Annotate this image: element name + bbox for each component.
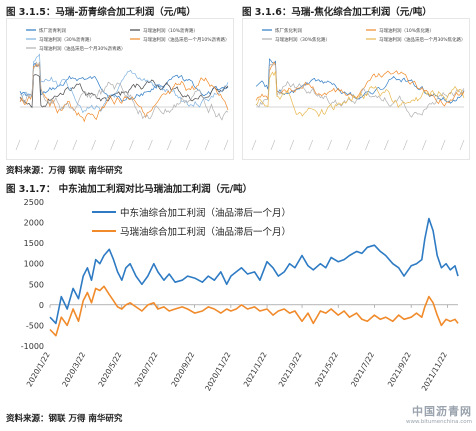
x-tick-mark (421, 139, 427, 151)
chart-3-1-7: -1000 -500 0 500 1000 1500 2000 2500 2020/1/22 20… (21, 198, 459, 392)
series-line-2 (255, 63, 465, 118)
x-tick-label: 2020/9/22 (169, 350, 196, 388)
plot-frame (242, 18, 470, 160)
plot-frame (6, 18, 234, 160)
chart-title-3-1-7: 图 3.1.7： 中东油加工利润对比马瑞油加工利润（元/吨） (6, 184, 253, 195)
x-tick-mark (402, 139, 408, 151)
x-tick-mark (166, 139, 172, 151)
series-line-3 (255, 71, 465, 118)
x-tick-label: 2021/1/22 (242, 350, 269, 388)
y-tick-label: 1500 (24, 239, 44, 248)
legend-label-2: 马瑞油利润（30%焦化路） (275, 36, 330, 43)
x-tick-label: 2021/11/22 (420, 350, 450, 392)
chart-3-1-5: 炼厂沥青利润 马瑞油利润（10%沥青路） 马瑞油利润（30%沥青路） 马瑞油利润（油品… (6, 18, 234, 160)
series-line-0 (19, 62, 229, 102)
x-tick-mark (251, 139, 257, 151)
chart-3-1-6: 炼厂焦化利润 马瑞油利润（10%焦化路） 马瑞油利润（30%焦化路） 马瑞油利润（油品… (242, 18, 470, 160)
y-tick-label: -1000 (21, 342, 44, 351)
y-tick-label: 500 (29, 280, 44, 289)
source-note-bottom: 资料来源：钢联 万得 南华研究 (6, 414, 123, 424)
x-tick-mark (223, 139, 229, 151)
legend-label-3: 马瑞油利润（油品滞后一个月10%沥青路） (143, 36, 230, 43)
x-tick-mark (185, 139, 191, 151)
legend-label-1: 马瑞油综合加工利润（油品滞后一个月） (120, 226, 291, 238)
legend-label-3: 马瑞油利润（油品滞后一个月30%焦化路） (379, 36, 466, 43)
series-line-1 (49, 285, 459, 337)
legend-label-1: 马瑞油利润（10%沥青路） (143, 27, 198, 34)
x-tick-label: 2021/9/22 (386, 350, 413, 388)
watermark-text: 中国沥青网 (412, 405, 472, 418)
x-tick-mark (34, 139, 40, 151)
x-tick-mark (346, 139, 351, 151)
x-tick-mark (308, 139, 314, 151)
x-tick-label: 2021/5/22 (313, 350, 340, 388)
x-tick-mark (440, 139, 446, 151)
x-tick-mark (459, 139, 465, 151)
x-tick-mark (53, 139, 59, 151)
x-tick-mark (204, 139, 210, 151)
y-tick-label: 0 (39, 301, 44, 310)
legend-label-4: 马瑞油利润（油品滞后一个月30%沥青路） (39, 45, 126, 52)
x-tick-mark (72, 139, 78, 151)
x-tick-label: 2020/11/22 (203, 350, 233, 392)
series-line-0 (49, 217, 459, 325)
x-tick-label: 2021/7/22 (349, 350, 376, 388)
x-tick-mark (289, 139, 295, 151)
x-tick-mark (110, 139, 115, 151)
series-line-3 (19, 61, 229, 123)
x-tick-mark (129, 139, 134, 151)
legend-label-2: 马瑞油利润（30%沥青路） (39, 36, 94, 43)
x-tick-label: 2020/3/22 (60, 350, 87, 388)
x-tick-label: 2020/5/22 (96, 350, 123, 388)
chart-title-3-1-5: 图 3.1.5：马瑞-沥青综合加工利润（元/吨） (6, 7, 196, 18)
x-tick-mark (384, 139, 389, 151)
watermark-url: www.bitumenchina.com (405, 419, 472, 425)
x-tick-mark (148, 139, 153, 151)
x-tick-mark (270, 139, 276, 151)
legend-label-0: 炼厂沥青利润 (39, 27, 66, 34)
x-tick-label: 2020/7/22 (133, 350, 160, 388)
source-note-top: 资料来源：万得 钢联 南华研究 (6, 166, 123, 176)
y-tick-label: 2000 (24, 219, 44, 228)
y-tick-label: 1000 (24, 260, 44, 269)
chart-title-3-1-6: 图 3.1.6：马瑞-焦化综合加工利润（元/吨） (242, 7, 432, 18)
series-line-4 (19, 61, 229, 121)
legend-label-0: 炼厂焦化利润 (275, 27, 302, 34)
x-tick-mark (365, 139, 370, 151)
x-tick-label: 2020/1/22 (25, 350, 52, 388)
y-tick-label: 2500 (24, 198, 44, 207)
x-tick-mark (327, 139, 332, 151)
x-tick-mark (15, 139, 21, 151)
series-line-2 (19, 53, 229, 114)
y-tick-label: -500 (26, 321, 44, 330)
legend-label-1: 马瑞油利润（10%焦化路） (379, 27, 434, 34)
watermark-logo: 中国沥青网 www.bitumenchina.com (406, 403, 472, 425)
x-tick-label: 2021/3/22 (277, 350, 304, 388)
x-tick-mark (91, 139, 96, 151)
legend-label-0: 中东油综合加工利润（油品滞后一个月） (120, 207, 291, 219)
